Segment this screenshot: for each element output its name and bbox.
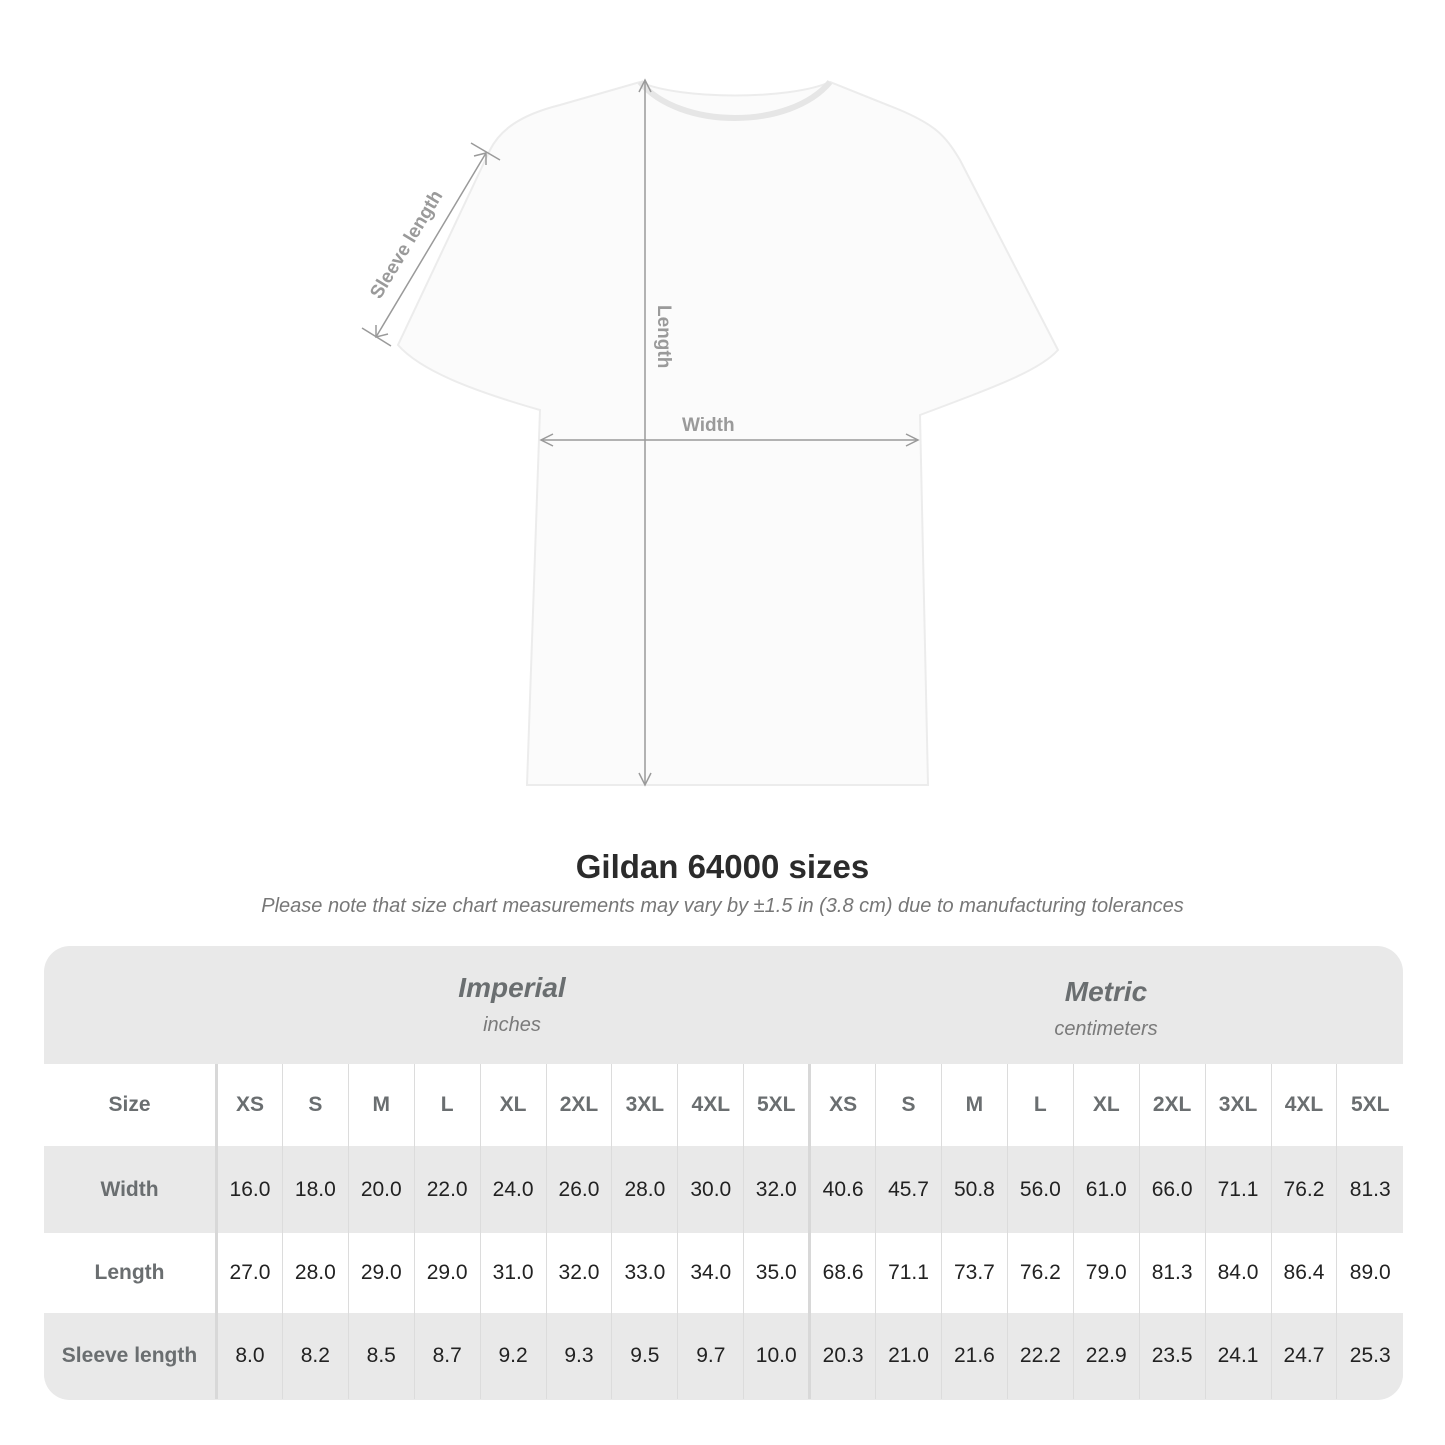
imperial-value: 27.0 (216, 1233, 283, 1313)
imperial-size-m: M (347, 1064, 415, 1146)
metric-value: 21.6 (940, 1313, 1008, 1399)
imperial-value: 26.0 (545, 1146, 612, 1233)
imperial-value: 9.7 (677, 1313, 744, 1399)
imperial-size-2xl: 2XL (545, 1064, 612, 1146)
metric-header: Metric centimeters (809, 946, 1403, 1094)
metric-value: 71.1 (875, 1233, 942, 1313)
imperial-value: 8.0 (216, 1313, 283, 1399)
row-label: Width (44, 1146, 218, 1233)
imperial-size-l: L (413, 1064, 481, 1146)
imperial-value: 28.0 (281, 1233, 349, 1313)
metric-value: 71.1 (1204, 1146, 1271, 1233)
imperial-unit: inches (483, 1014, 541, 1036)
imperial-value: 9.3 (545, 1313, 612, 1399)
imperial-value: 33.0 (611, 1233, 678, 1313)
metric-value: 20.3 (808, 1313, 876, 1399)
chart-title: Gildan 64000 sizes (575, 848, 870, 885)
imperial-size-xl: XL (479, 1064, 547, 1146)
metric-value: 86.4 (1270, 1233, 1337, 1313)
imperial-size-s: S (281, 1064, 349, 1146)
metric-size-m: M (940, 1064, 1008, 1146)
imperial-value: 30.0 (677, 1146, 744, 1233)
table-row: Width 16.0 18.0 20.0 22.0 24.0 26.0 28.0 30.0 32.… (44, 1146, 1403, 1233)
imperial-value: 31.0 (479, 1233, 547, 1313)
metric-value: 81.3 (1138, 1233, 1206, 1313)
imperial-value: 22.0 (413, 1146, 481, 1233)
metric-value: 68.6 (808, 1233, 876, 1313)
imperial-value: 9.5 (611, 1313, 678, 1399)
metric-size-s: S (875, 1064, 942, 1146)
imperial-value: 32.0 (545, 1233, 612, 1313)
metric-value: 25.3 (1336, 1313, 1403, 1399)
imperial-value: 8.7 (413, 1313, 481, 1399)
imperial-size-4xl: 4XL (677, 1064, 744, 1146)
metric-size-xs: XS (808, 1064, 876, 1146)
imperial-value: 32.0 (743, 1146, 810, 1233)
metric-value: 73.7 (940, 1233, 1008, 1313)
imperial-value: 34.0 (677, 1233, 744, 1313)
metric-value: 66.0 (1138, 1146, 1206, 1233)
length-label: Length (653, 305, 674, 368)
size-table: Size XS S M L XL 2XL 3XL 4XL 5XL XS S M L XL 2XL 3XL 4XL 5… (44, 1064, 1403, 1399)
metric-value: 61.0 (1072, 1146, 1140, 1233)
imperial-value: 29.0 (347, 1233, 415, 1313)
tolerance-note: Please note that size chart measurements… (261, 895, 1184, 917)
imperial-value: 16.0 (216, 1146, 283, 1233)
width-label: Width (682, 415, 735, 436)
imperial-size-xs: XS (216, 1064, 283, 1146)
metric-value: 79.0 (1072, 1233, 1140, 1313)
imperial-label: Imperial (458, 972, 566, 1003)
metric-value: 40.6 (808, 1146, 876, 1233)
imperial-header: Imperial inches (215, 946, 809, 1090)
metric-value: 45.7 (875, 1146, 942, 1233)
metric-label: Metric (1064, 976, 1148, 1007)
tshirt-diagram: Sleeve length Length Width (361, 78, 1060, 787)
metric-value: 21.0 (875, 1313, 942, 1399)
imperial-size-3xl: 3XL (611, 1064, 678, 1146)
metric-value: 84.0 (1204, 1233, 1271, 1313)
imperial-value: 18.0 (281, 1146, 349, 1233)
metric-value: 24.1 (1204, 1313, 1271, 1399)
size-chart: Imperial inches Metric centimeters Size X… (44, 946, 1403, 1400)
row-label: Length (44, 1233, 218, 1313)
size-header-row: Size XS S M L XL 2XL 3XL 4XL 5XL XS S M L XL 2XL 3XL 4XL 5… (44, 1064, 1403, 1146)
imperial-size-5xl: 5XL (743, 1064, 810, 1146)
metric-value: 89.0 (1336, 1233, 1403, 1313)
metric-size-4xl: 4XL (1270, 1064, 1337, 1146)
metric-size-xl: XL (1072, 1064, 1140, 1146)
metric-value: 81.3 (1336, 1146, 1403, 1233)
metric-size-5xl: 5XL (1336, 1064, 1403, 1146)
metric-value: 22.2 (1006, 1313, 1074, 1399)
imperial-value: 8.2 (281, 1313, 349, 1399)
table-row: Length 27.0 28.0 29.0 29.0 31.0 32.0 33.0 34.0 35… (44, 1233, 1403, 1313)
metric-size-l: L (1006, 1064, 1074, 1146)
imperial-value: 20.0 (347, 1146, 415, 1233)
imperial-value: 35.0 (743, 1233, 810, 1313)
imperial-value: 24.0 (479, 1146, 547, 1233)
metric-value: 76.2 (1270, 1146, 1337, 1233)
metric-value: 22.9 (1072, 1313, 1140, 1399)
imperial-value: 29.0 (413, 1233, 481, 1313)
imperial-value: 28.0 (611, 1146, 678, 1233)
imperial-value: 9.2 (479, 1313, 547, 1399)
metric-value: 76.2 (1006, 1233, 1074, 1313)
imperial-value: 10.0 (743, 1313, 810, 1399)
metric-value: 56.0 (1006, 1146, 1074, 1233)
imperial-value: 8.5 (347, 1313, 415, 1399)
metric-value: 24.7 (1270, 1313, 1337, 1399)
size-label: Size (44, 1064, 218, 1146)
metric-size-2xl: 2XL (1138, 1064, 1206, 1146)
metric-unit: centimeters (1054, 1018, 1158, 1040)
tshirt-illustration (396, 80, 1060, 786)
metric-value: 23.5 (1138, 1313, 1206, 1399)
metric-value: 50.8 (940, 1146, 1008, 1233)
metric-size-3xl: 3XL (1204, 1064, 1271, 1146)
row-label: Sleeve length (44, 1313, 218, 1399)
table-row: Sleeve length 8.0 8.2 8.5 8.7 9.2 9.3 9.5 9.7 10.… (44, 1313, 1403, 1399)
sleeve-line (375, 152, 487, 338)
